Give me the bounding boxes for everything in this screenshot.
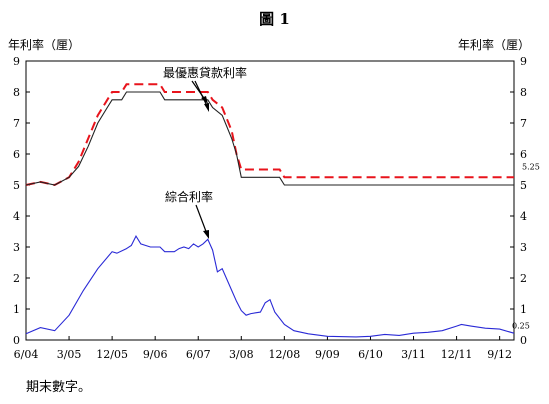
x-tick-label: 9/06 xyxy=(143,348,168,361)
y-tick-label-right: 8 xyxy=(520,86,527,99)
series-line-composite xyxy=(25,234,515,338)
y-tick-label-left: 5 xyxy=(13,179,20,192)
y-tick-label-left: 0 xyxy=(13,334,20,347)
annotation-arrow-composite xyxy=(195,204,208,235)
y-tick-label-left: 6 xyxy=(13,148,20,161)
x-tick-label: 3/05 xyxy=(57,348,82,361)
x-tick-label: 6/04 xyxy=(14,348,39,361)
y-tick-label-right: 7 xyxy=(520,117,527,130)
end-label-prime: 5.25 xyxy=(522,162,540,171)
y-tick-label-left: 2 xyxy=(13,272,20,285)
series-line-prime_red xyxy=(25,83,514,187)
y-tick-label-left: 4 xyxy=(13,210,20,223)
y-tick-label-left: 7 xyxy=(13,117,20,130)
x-tick-label: 3/11 xyxy=(401,348,426,361)
y-tick-label-right: 0 xyxy=(520,334,527,347)
x-tick-label: 12/05 xyxy=(96,348,128,361)
y-tick-label-right: 4 xyxy=(520,210,527,223)
annotation-arrowhead-prime-2 xyxy=(204,103,209,112)
x-tick-label: 6/07 xyxy=(186,348,211,361)
x-tick-label: 9/12 xyxy=(487,348,512,361)
y-tick-label-right: 5 xyxy=(520,179,527,192)
series-line-prime_black xyxy=(25,91,514,186)
y-axis-label-right: 年利率（厘） xyxy=(458,37,530,52)
y-tick-label-left: 9 xyxy=(13,55,20,68)
annotation-composite-rate: 綜合利率 xyxy=(165,189,213,204)
x-tick-label: 6/10 xyxy=(358,348,383,361)
x-tick-label: 3/08 xyxy=(229,348,254,361)
x-tick-label: 12/08 xyxy=(269,348,301,361)
y-tick-label-right: 6 xyxy=(520,148,527,161)
footnote: 期末數字。 xyxy=(26,380,92,395)
y-tick-label-left: 1 xyxy=(13,303,20,316)
end-label-composite: 0.25 xyxy=(512,321,530,330)
y-tick-label-right: 3 xyxy=(520,241,527,254)
x-tick-label: 12/11 xyxy=(441,348,473,361)
y-tick-label-left: 3 xyxy=(13,241,20,254)
annotation-prime-rate: 最優惠貸款利率 xyxy=(163,65,247,80)
y-tick-label-right: 2 xyxy=(520,272,527,285)
y-tick-label-left: 8 xyxy=(13,86,20,99)
annotation-arrowhead-composite xyxy=(203,230,209,239)
y-tick-label-right: 1 xyxy=(520,303,527,316)
y-tick-label-right: 9 xyxy=(520,55,527,68)
figure-title: 圖 1 xyxy=(259,10,290,28)
plot-frame xyxy=(25,60,515,341)
y-axis-label-left: 年利率（厘） xyxy=(8,37,80,52)
annotation-arrow-prime-2 xyxy=(194,80,209,109)
x-tick-label: 9/09 xyxy=(315,348,340,361)
